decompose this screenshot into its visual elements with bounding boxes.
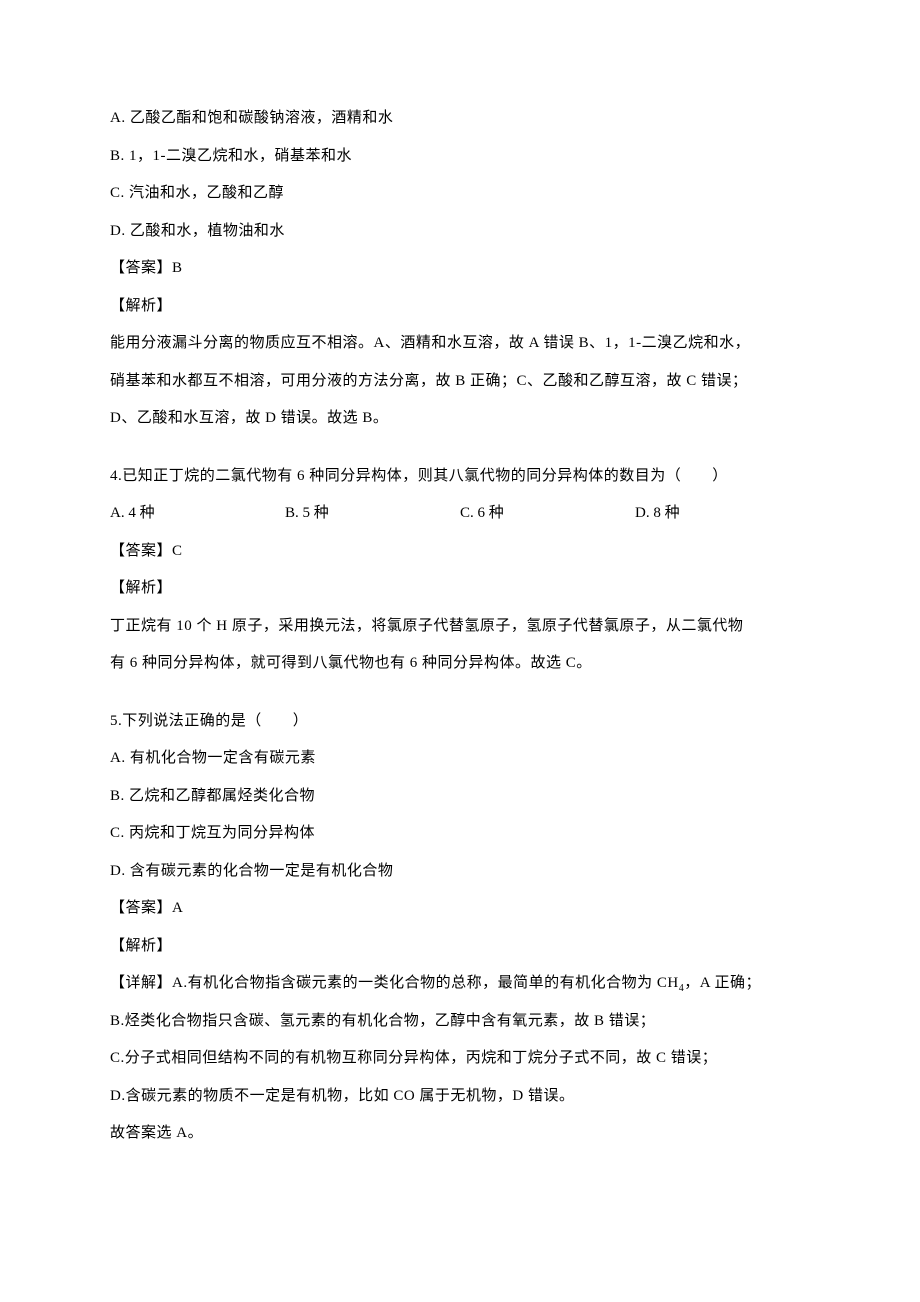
q4-option-b: B. 5 种 — [285, 495, 460, 533]
q3-analysis-label: 【解析】 — [110, 288, 810, 326]
q4-option-d: D. 8 种 — [635, 495, 810, 533]
q5-detail-d: D.含碳元素的物质不一定是有机物，比如 CO 属于无机物，D 错误。 — [110, 1078, 810, 1116]
q3-analysis-3: D、乙酸和水互溶，故 D 错误。故选 B。 — [110, 400, 810, 438]
q5-stem: 5.下列说法正确的是（ ） — [110, 703, 810, 741]
q5-conclusion: 故答案选 A。 — [110, 1115, 810, 1153]
q5-detail-a-prefix: A.有机化合物指含碳元素的一类化合物的总称，最简单的有机化合物为 CH — [172, 975, 679, 991]
q4-option-a: A. 4 种 — [110, 495, 285, 533]
q3-analysis-2: 硝基苯和水都互不相溶，可用分液的方法分离，故 B 正确；C、乙酸和乙醇互溶，故 … — [110, 363, 810, 401]
q4-option-c: C. 6 种 — [460, 495, 635, 533]
q5-detail-a: 【详解】A.有机化合物指含碳元素的一类化合物的总称，最简单的有机化合物为 CH4… — [110, 965, 810, 1003]
q5-option-b: B. 乙烷和乙醇都属烃类化合物 — [110, 778, 810, 816]
q5-analysis-label: 【解析】 — [110, 928, 810, 966]
q3-option-c: C. 汽油和水，乙酸和乙醇 — [110, 175, 810, 213]
q3-option-d: D. 乙酸和水，植物油和水 — [110, 213, 810, 251]
q5-detail-label: 【详解】 — [110, 975, 172, 991]
q5-option-a: A. 有机化合物一定含有碳元素 — [110, 740, 810, 778]
q5-detail-b: B.烃类化合物指只含碳、氢元素的有机化合物，乙醇中含有氧元素，故 B 错误； — [110, 1003, 810, 1041]
q3-answer: 【答案】B — [110, 250, 810, 288]
q4-answer: 【答案】C — [110, 533, 810, 571]
q4-stem: 4.已知正丁烷的二氯代物有 6 种同分异构体，则其八氯代物的同分异构体的数目为（… — [110, 458, 810, 496]
q4-options: A. 4 种 B. 5 种 C. 6 种 D. 8 种 — [110, 495, 810, 533]
q5-answer: 【答案】A — [110, 890, 810, 928]
q5-detail-a-suffix: ，A 正确； — [684, 975, 761, 991]
q3-analysis-1: 能用分液漏斗分离的物质应互不相溶。A、酒精和水互溶，故 A 错误 B、1，1-二… — [110, 325, 810, 363]
q4-analysis-1: 丁正烷有 10 个 H 原子，采用换元法，将氯原子代替氢原子，氢原子代替氯原子，… — [110, 608, 810, 646]
q3-option-a: A. 乙酸乙酯和饱和碳酸钠溶液，酒精和水 — [110, 100, 810, 138]
q4-analysis-label: 【解析】 — [110, 570, 810, 608]
q5-detail-c: C.分子式相同但结构不同的有机物互称同分异构体，丙烷和丁烷分子式不同，故 C 错… — [110, 1040, 810, 1078]
q4-analysis-2: 有 6 种同分异构体，就可得到八氯代物也有 6 种同分异构体。故选 C。 — [110, 645, 810, 683]
q5-option-d: D. 含有碳元素的化合物一定是有机化合物 — [110, 853, 810, 891]
q5-option-c: C. 丙烷和丁烷互为同分异构体 — [110, 815, 810, 853]
q3-option-b: B. 1，1-二溴乙烷和水，硝基苯和水 — [110, 138, 810, 176]
